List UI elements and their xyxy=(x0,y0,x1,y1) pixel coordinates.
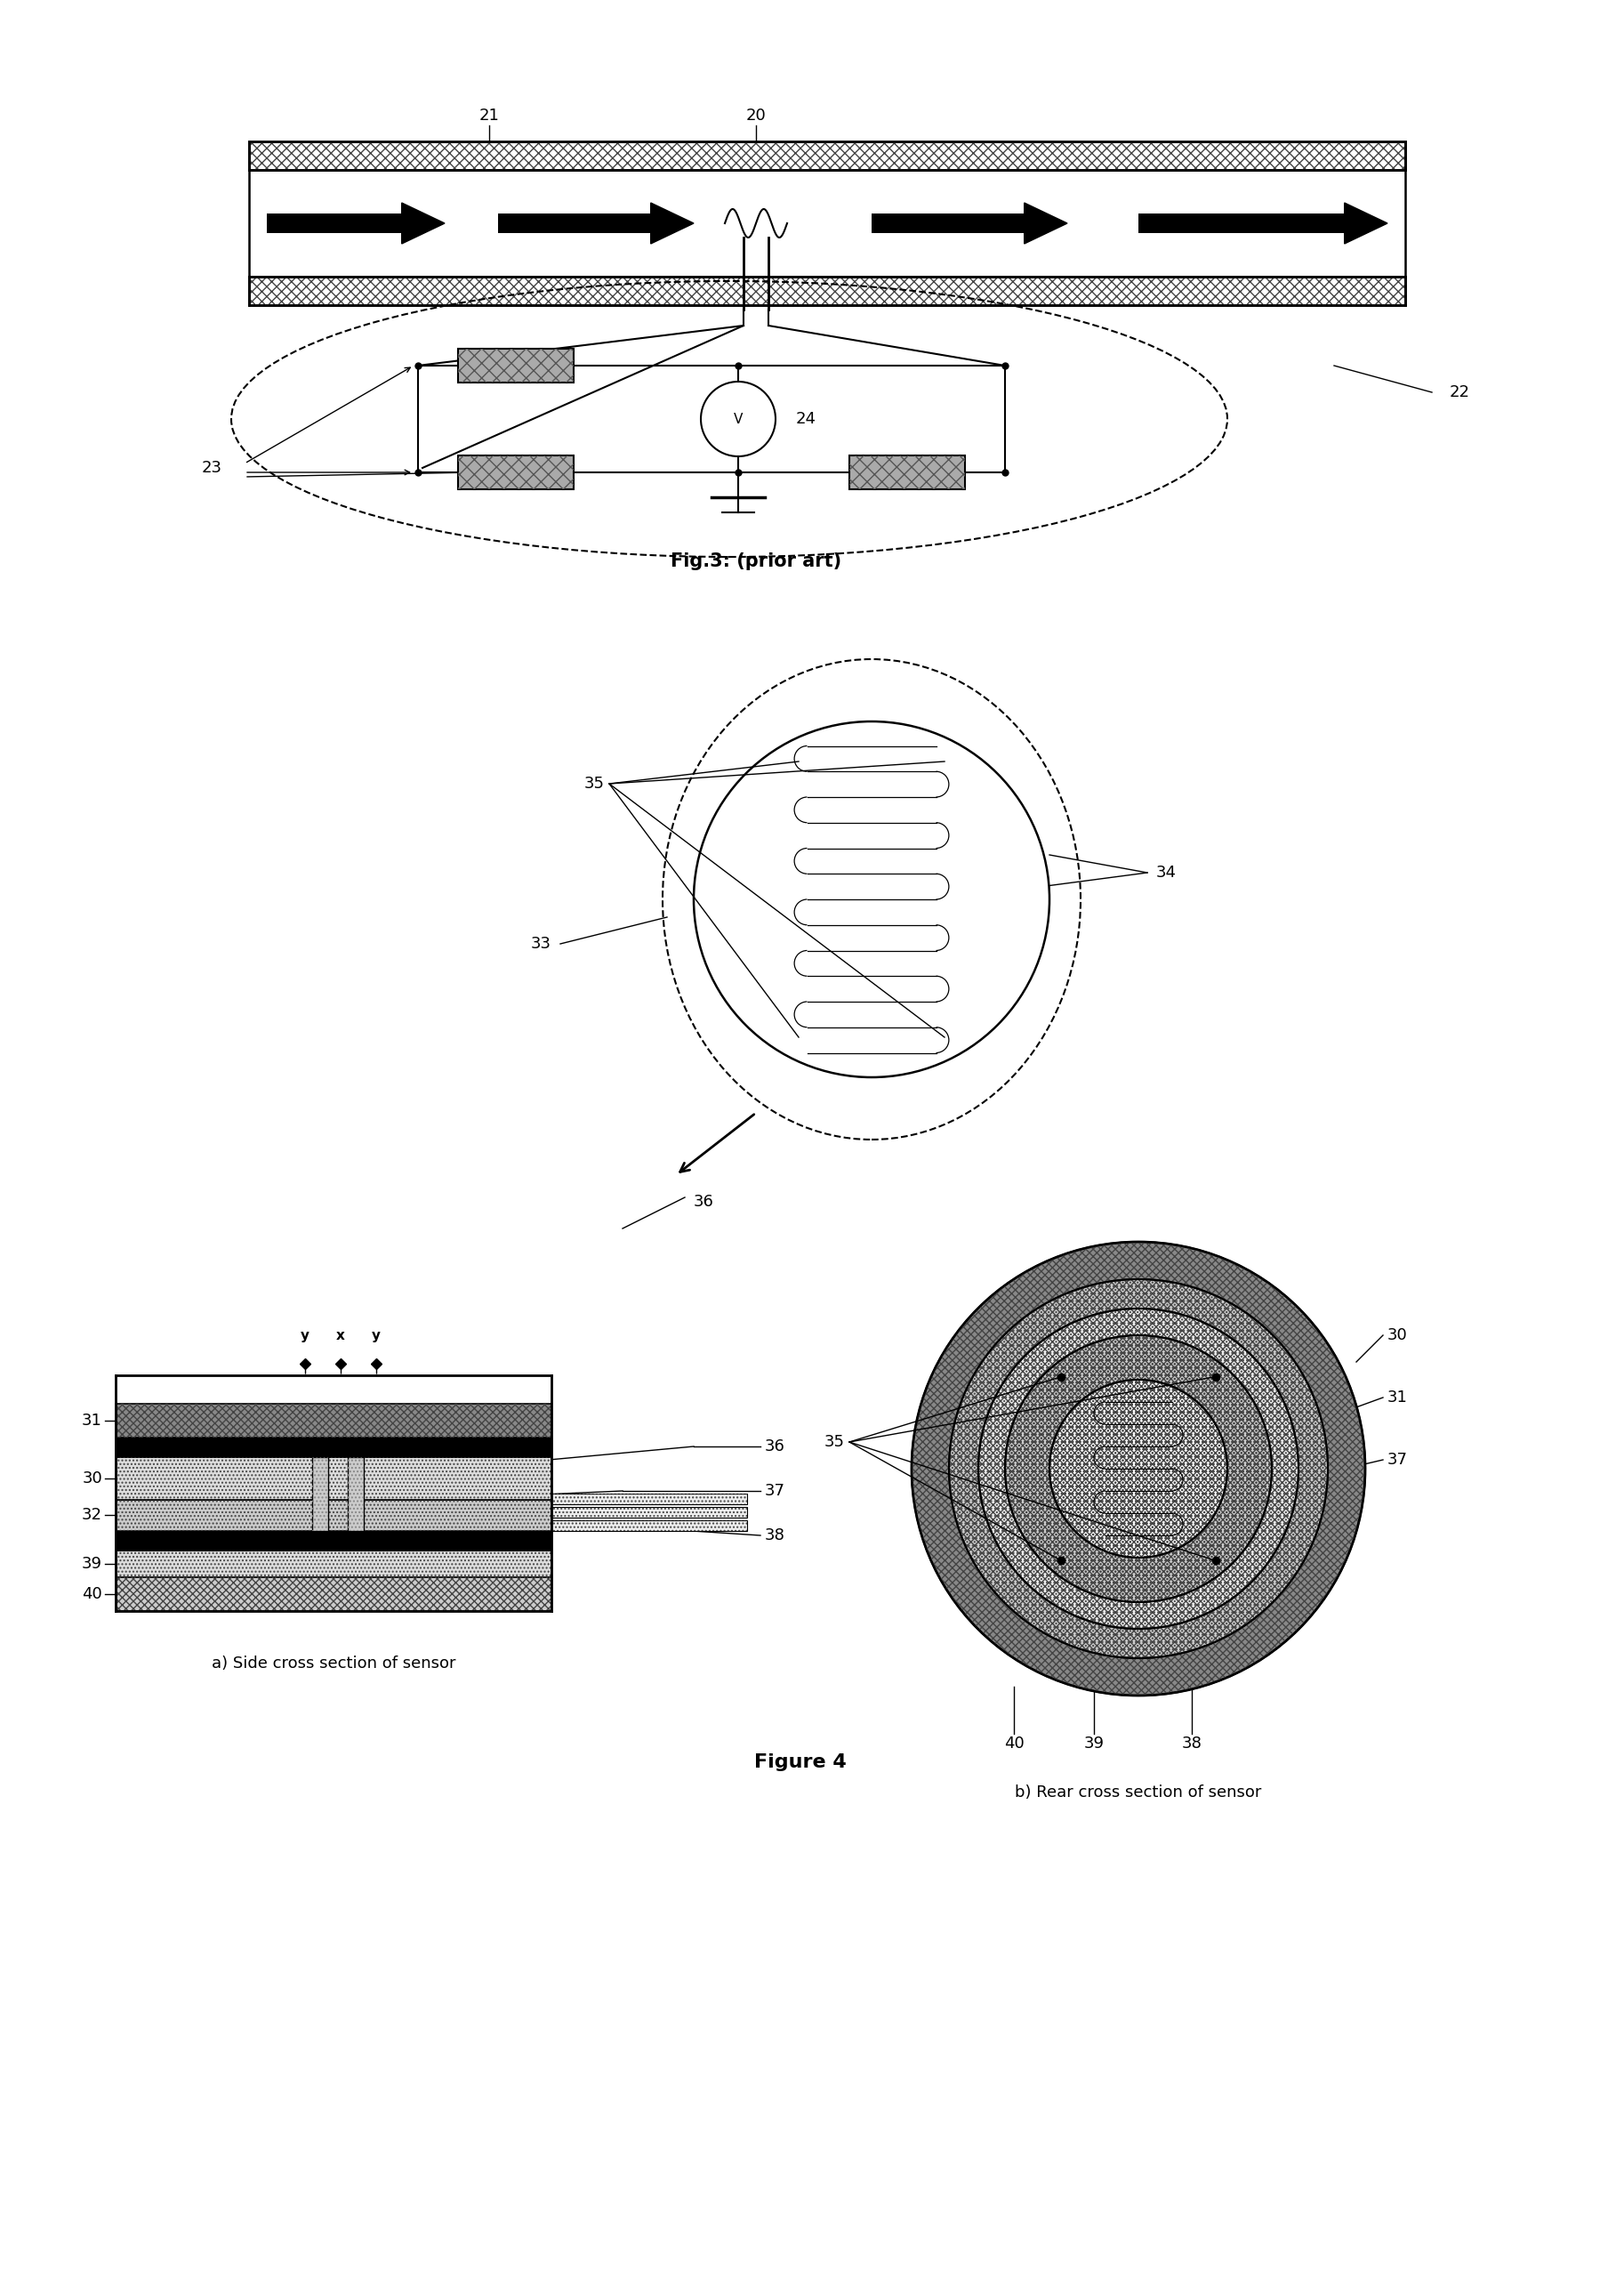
Bar xyxy=(116,1577,551,1612)
Bar xyxy=(116,1550,551,1577)
Text: 24: 24 xyxy=(797,411,816,427)
Text: 20: 20 xyxy=(747,108,766,124)
Text: 40: 40 xyxy=(1004,1736,1025,1752)
Text: Fig.3: (prior art): Fig.3: (prior art) xyxy=(671,553,842,569)
Text: 30: 30 xyxy=(82,1469,102,1486)
Text: 35: 35 xyxy=(824,1435,845,1451)
Text: b) Rear cross section of sensor: b) Rear cross section of sensor xyxy=(1015,1784,1262,1800)
Bar xyxy=(116,1550,551,1577)
Text: 23: 23 xyxy=(202,459,223,475)
Polygon shape xyxy=(402,202,444,243)
Polygon shape xyxy=(1025,202,1067,243)
Bar xyxy=(116,1499,551,1531)
Bar xyxy=(116,1531,551,1550)
Bar xyxy=(551,1520,747,1531)
Bar xyxy=(871,214,1025,234)
Bar xyxy=(551,1506,747,1518)
Text: 36: 36 xyxy=(693,1194,714,1210)
Text: Figure 4: Figure 4 xyxy=(755,1754,847,1770)
Bar xyxy=(457,455,574,489)
Bar xyxy=(347,1458,364,1531)
Text: a) Side cross section of sensor: a) Side cross section of sensor xyxy=(212,1655,456,1671)
Bar xyxy=(116,1499,551,1531)
Text: 38: 38 xyxy=(1181,1736,1202,1752)
Text: 32: 32 xyxy=(82,1506,102,1522)
Bar xyxy=(551,1495,747,1504)
Polygon shape xyxy=(1345,202,1388,243)
Circle shape xyxy=(949,1279,1328,1658)
Bar xyxy=(457,349,574,383)
Text: 33: 33 xyxy=(532,937,551,953)
Bar xyxy=(116,1458,551,1499)
Bar xyxy=(457,349,574,383)
Text: 39: 39 xyxy=(82,1557,102,1573)
Text: 22: 22 xyxy=(1450,383,1471,400)
Text: 37: 37 xyxy=(1388,1451,1408,1467)
Bar xyxy=(116,1403,551,1437)
Circle shape xyxy=(978,1309,1299,1628)
Text: 34: 34 xyxy=(1155,866,1176,882)
Bar xyxy=(116,1458,551,1499)
Text: 36: 36 xyxy=(764,1440,785,1453)
Circle shape xyxy=(1005,1336,1272,1603)
Circle shape xyxy=(693,721,1049,1077)
Bar xyxy=(312,1458,328,1531)
Circle shape xyxy=(701,381,776,457)
Bar xyxy=(116,1437,551,1458)
Text: 21: 21 xyxy=(478,108,499,124)
Text: 31: 31 xyxy=(82,1412,102,1428)
Bar xyxy=(347,1458,364,1531)
Text: y: y xyxy=(301,1329,310,1343)
Circle shape xyxy=(1049,1380,1227,1557)
Bar xyxy=(498,214,651,234)
Polygon shape xyxy=(651,202,693,243)
Text: 30: 30 xyxy=(1388,1327,1408,1343)
Bar xyxy=(850,455,965,489)
Bar xyxy=(249,276,1406,305)
Bar xyxy=(850,455,965,489)
Bar xyxy=(457,455,574,489)
Bar xyxy=(551,1506,747,1518)
Bar xyxy=(116,1577,551,1612)
Text: 31: 31 xyxy=(1388,1389,1408,1405)
Text: 39: 39 xyxy=(1084,1736,1104,1752)
Text: y: y xyxy=(372,1329,381,1343)
Text: V: V xyxy=(734,413,743,425)
Bar xyxy=(249,142,1406,170)
Bar xyxy=(267,214,402,234)
Text: x: x xyxy=(336,1329,346,1343)
Bar xyxy=(249,142,1406,170)
Bar xyxy=(116,1403,551,1437)
Bar xyxy=(551,1495,747,1504)
Text: 38: 38 xyxy=(764,1527,785,1543)
Text: 35: 35 xyxy=(585,776,604,792)
Circle shape xyxy=(911,1242,1366,1694)
Text: 37: 37 xyxy=(764,1483,785,1499)
Bar xyxy=(1138,214,1345,234)
Text: 40: 40 xyxy=(82,1587,102,1603)
Bar xyxy=(249,276,1406,305)
Bar xyxy=(551,1520,747,1531)
Bar xyxy=(312,1458,328,1531)
